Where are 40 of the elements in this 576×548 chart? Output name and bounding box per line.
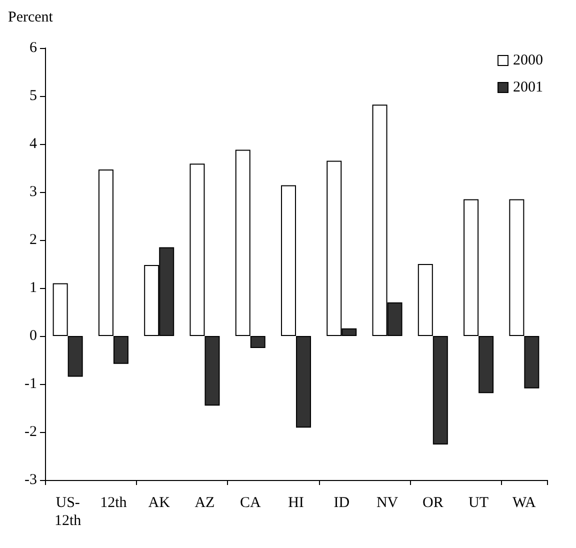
- y-tick-label: 3: [30, 184, 37, 200]
- bar: [509, 199, 524, 336]
- bar: [478, 336, 494, 394]
- bar: [235, 150, 250, 336]
- bar: [296, 336, 311, 428]
- x-tick-label: US-12th: [54, 495, 82, 529]
- x-tick-label: AK: [148, 495, 170, 511]
- bar: [204, 336, 220, 406]
- bar: [113, 336, 128, 364]
- y-tick-label: 5: [30, 88, 37, 104]
- y-axis-title: Percent: [8, 10, 54, 26]
- x-tick-label: WA: [512, 495, 536, 511]
- x-tick-label: OR: [422, 495, 444, 511]
- y-tick-label: -1: [24, 376, 37, 392]
- y-tick-label: -3: [24, 472, 37, 488]
- y-tick-label: 4: [30, 136, 38, 152]
- bar: [418, 264, 433, 336]
- bar: [432, 336, 448, 444]
- y-tick-label: 1: [30, 280, 37, 296]
- y-tick-label: 2: [30, 232, 37, 248]
- x-tick-label: 12th: [100, 495, 128, 511]
- x-tick-label: AZ: [194, 495, 215, 511]
- bar: [281, 185, 296, 336]
- x-tick-label: CA: [240, 495, 261, 511]
- x-tick-label: HI: [288, 495, 304, 511]
- bar: [524, 336, 540, 388]
- legend-label: 2000: [513, 52, 543, 68]
- bar: [52, 283, 68, 336]
- y-tick-label: 0: [30, 328, 37, 344]
- y-tick-label: 6: [30, 40, 38, 56]
- bar: [68, 336, 83, 377]
- x-tick-label: ID: [334, 495, 350, 511]
- x-tick-label: UT: [468, 495, 489, 511]
- bar: [250, 336, 266, 348]
- bar: [464, 199, 479, 336]
- bar: [98, 169, 114, 336]
- y-tick-label: -2: [24, 424, 37, 440]
- x-tick-label: NV: [376, 495, 398, 511]
- legend-label: 2001: [513, 80, 543, 96]
- bar: [190, 164, 205, 336]
